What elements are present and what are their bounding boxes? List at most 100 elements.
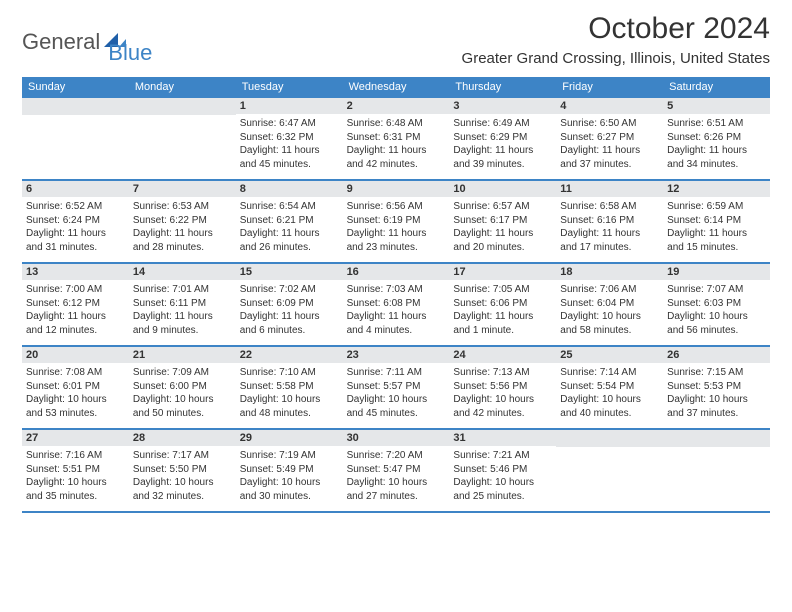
daylight-line-2: and 34 minutes. bbox=[667, 158, 766, 172]
day-number: 20 bbox=[22, 347, 129, 363]
sunrise-line: Sunrise: 6:53 AM bbox=[133, 200, 232, 214]
sunset-line: Sunset: 5:46 PM bbox=[453, 463, 552, 477]
week-row: 6Sunrise: 6:52 AMSunset: 6:24 PMDaylight… bbox=[22, 181, 770, 264]
sunrise-line: Sunrise: 6:56 AM bbox=[347, 200, 446, 214]
day-cell: 8Sunrise: 6:54 AMSunset: 6:21 PMDaylight… bbox=[236, 181, 343, 262]
daylight-line-2: and 42 minutes. bbox=[347, 158, 446, 172]
sunset-line: Sunset: 6:14 PM bbox=[667, 214, 766, 228]
sunrise-line: Sunrise: 7:06 AM bbox=[560, 283, 659, 297]
daylight-line-2: and 35 minutes. bbox=[26, 490, 125, 504]
day-number: 10 bbox=[449, 181, 556, 197]
day-cell: 5Sunrise: 6:51 AMSunset: 6:26 PMDaylight… bbox=[663, 98, 770, 179]
empty-day-cell bbox=[663, 430, 770, 511]
daylight-line-2: and 28 minutes. bbox=[133, 241, 232, 255]
dow-cell: Thursday bbox=[449, 77, 556, 98]
day-cell: 27 Sunrise: 7:16 AMSunset: 5:51 PMDayligh… bbox=[22, 430, 129, 511]
daylight-line-2: and 42 minutes. bbox=[453, 407, 552, 421]
sunset-line: Sunset: 6:12 PM bbox=[26, 297, 125, 311]
day-number: 22 bbox=[236, 347, 343, 363]
day-number: 21 bbox=[129, 347, 236, 363]
sunset-line: Sunset: 6:09 PM bbox=[240, 297, 339, 311]
day-cell: 7Sunrise: 6:53 AMSunset: 6:22 PMDaylight… bbox=[129, 181, 236, 262]
sunset-line: Sunset: 6:19 PM bbox=[347, 214, 446, 228]
dow-cell: Tuesday bbox=[236, 77, 343, 98]
day-number: 12 bbox=[663, 181, 770, 197]
day-number: 28 bbox=[129, 430, 236, 446]
sunset-line: Sunset: 5:47 PM bbox=[347, 463, 446, 477]
sunrise-line: Sunrise: 7:05 AM bbox=[453, 283, 552, 297]
week-row: 27 Sunrise: 7:16 AMSunset: 5:51 PMDayligh… bbox=[22, 430, 770, 513]
day-cell: 3Sunrise: 6:49 AMSunset: 6:29 PMDaylight… bbox=[449, 98, 556, 179]
day-number: 6 bbox=[22, 181, 129, 197]
day-number: 29 bbox=[236, 430, 343, 446]
logo: General Blue bbox=[22, 12, 152, 66]
sunset-line: Sunset: 6:03 PM bbox=[667, 297, 766, 311]
sunrise-line: Sunrise: 7:01 AM bbox=[133, 283, 232, 297]
day-cell: 2Sunrise: 6:48 AMSunset: 6:31 PMDaylight… bbox=[343, 98, 450, 179]
dow-cell: Wednesday bbox=[343, 77, 450, 98]
day-number: 14 bbox=[129, 264, 236, 280]
day-cell: 16Sunrise: 7:03 AMSunset: 6:08 PMDayligh… bbox=[343, 264, 450, 345]
sunset-line: Sunset: 6:06 PM bbox=[453, 297, 552, 311]
daylight-line-1: Daylight: 10 hours bbox=[240, 393, 339, 407]
daylight-line-2: and 45 minutes. bbox=[347, 407, 446, 421]
day-cell: 30Sunrise: 7:20 AMSunset: 5:47 PMDayligh… bbox=[343, 430, 450, 511]
sunrise-line: Sunrise: 7:14 AM bbox=[560, 366, 659, 380]
daylight-line-2: and 23 minutes. bbox=[347, 241, 446, 255]
dow-cell: Sunday bbox=[22, 77, 129, 98]
day-cell: 18Sunrise: 7:06 AMSunset: 6:04 PMDayligh… bbox=[556, 264, 663, 345]
daylight-line-2: and 17 minutes. bbox=[560, 241, 659, 255]
day-cell: 25Sunrise: 7:14 AMSunset: 5:54 PMDayligh… bbox=[556, 347, 663, 428]
day-number: 31 bbox=[449, 430, 556, 446]
day-cell: 15Sunrise: 7:02 AMSunset: 6:09 PMDayligh… bbox=[236, 264, 343, 345]
daylight-line-2: and 37 minutes. bbox=[560, 158, 659, 172]
daylight-line-1: Daylight: 11 hours bbox=[133, 227, 232, 241]
sunrise-line: Sunrise: 6:49 AM bbox=[453, 117, 552, 131]
empty-day-cell bbox=[556, 430, 663, 511]
daylight-line-2: and 32 minutes. bbox=[133, 490, 232, 504]
day-number: 27 bbox=[22, 430, 129, 446]
daylight-line-1: Daylight: 10 hours bbox=[667, 393, 766, 407]
sunset-line: Sunset: 6:08 PM bbox=[347, 297, 446, 311]
daylight-line-1: Daylight: 11 hours bbox=[453, 310, 552, 324]
day-cell: 26Sunrise: 7:15 AMSunset: 5:53 PMDayligh… bbox=[663, 347, 770, 428]
sunrise-line: Sunrise: 7:00 AM bbox=[26, 283, 125, 297]
day-number: 8 bbox=[236, 181, 343, 197]
day-cell: 29Sunrise: 7:19 AMSunset: 5:49 PMDayligh… bbox=[236, 430, 343, 511]
sunrise-line: Sunrise: 7:02 AM bbox=[240, 283, 339, 297]
daylight-line-2: and 53 minutes. bbox=[26, 407, 125, 421]
sunset-line: Sunset: 6:21 PM bbox=[240, 214, 339, 228]
week-row: 1Sunrise: 6:47 AMSunset: 6:32 PMDaylight… bbox=[22, 98, 770, 181]
day-cell: 21Sunrise: 7:09 AMSunset: 6:00 PMDayligh… bbox=[129, 347, 236, 428]
day-cell: 14Sunrise: 7:01 AMSunset: 6:11 PMDayligh… bbox=[129, 264, 236, 345]
daylight-line-2: and 30 minutes. bbox=[240, 490, 339, 504]
day-cell: 9Sunrise: 6:56 AMSunset: 6:19 PMDaylight… bbox=[343, 181, 450, 262]
daylight-line-2: and 48 minutes. bbox=[240, 407, 339, 421]
daylight-line-2: and 45 minutes. bbox=[240, 158, 339, 172]
daylight-line-1: Daylight: 10 hours bbox=[560, 393, 659, 407]
calendar-grid: SundayMondayTuesdayWednesdayThursdayFrid… bbox=[22, 77, 770, 513]
daylight-line-1: Daylight: 10 hours bbox=[133, 393, 232, 407]
page-title: October 2024 bbox=[462, 12, 770, 46]
daylight-line-2: and 9 minutes. bbox=[133, 324, 232, 338]
daylight-line-2: and 1 minute. bbox=[453, 324, 552, 338]
daylight-line-2: and 12 minutes. bbox=[26, 324, 125, 338]
day-number: 26 bbox=[663, 347, 770, 363]
sunrise-line: Sunrise: 7:16 AM bbox=[26, 449, 125, 463]
empty-day-cell bbox=[22, 98, 129, 179]
sunset-line: Sunset: 6:24 PM bbox=[26, 214, 125, 228]
sunset-line: Sunset: 6:27 PM bbox=[560, 131, 659, 145]
day-cell: 6Sunrise: 6:52 AMSunset: 6:24 PMDaylight… bbox=[22, 181, 129, 262]
empty-day-stripe bbox=[663, 430, 770, 447]
daylight-line-1: Daylight: 11 hours bbox=[26, 310, 125, 324]
daylight-line-1: Daylight: 10 hours bbox=[26, 476, 125, 490]
sunset-line: Sunset: 6:11 PM bbox=[133, 297, 232, 311]
day-number: 13 bbox=[22, 264, 129, 280]
day-number: 23 bbox=[343, 347, 450, 363]
sunset-line: Sunset: 5:51 PM bbox=[26, 463, 125, 477]
sunset-line: Sunset: 5:56 PM bbox=[453, 380, 552, 394]
daylight-line-2: and 31 minutes. bbox=[26, 241, 125, 255]
day-number: 9 bbox=[343, 181, 450, 197]
sunset-line: Sunset: 6:32 PM bbox=[240, 131, 339, 145]
day-number: 15 bbox=[236, 264, 343, 280]
